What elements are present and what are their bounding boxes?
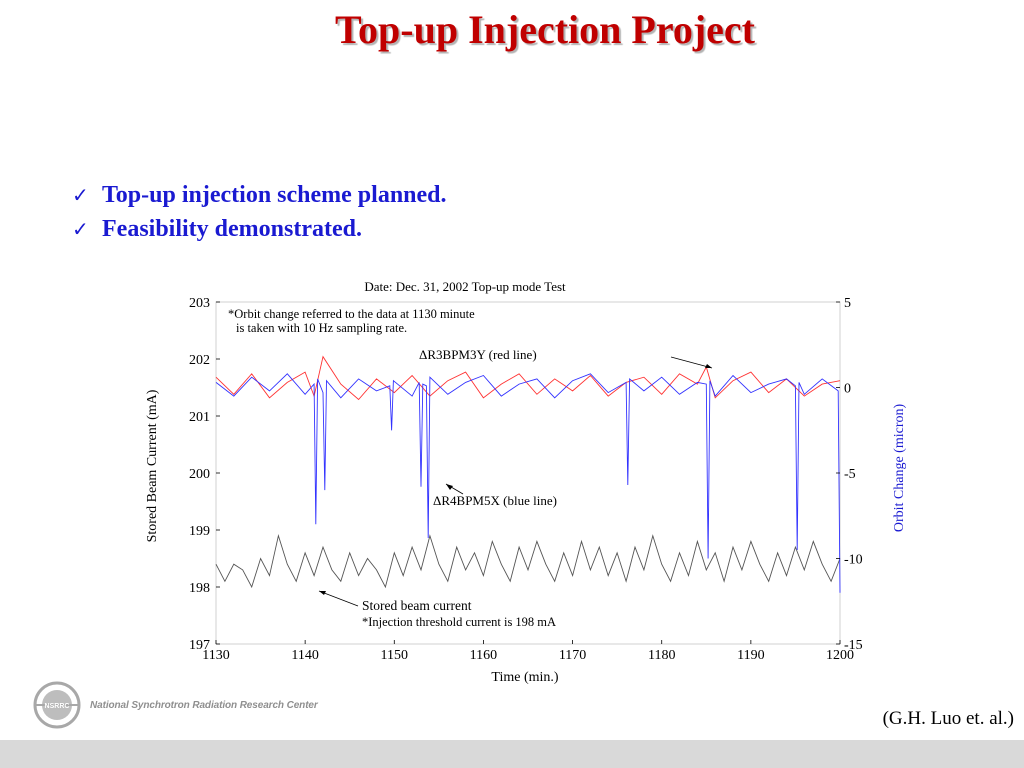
bullet-item: ✓ Top-up injection scheme planned.: [72, 178, 447, 212]
bottom-bar: [0, 740, 1024, 768]
nsrrc-badge-icon: NSRRC: [33, 681, 81, 729]
y-tick-label-left: 202: [189, 353, 210, 368]
series-line-1: [215, 355, 841, 401]
annotation-blue-label: ΔR4BPM5X (blue line): [433, 493, 557, 508]
y-tick-label-left: 198: [189, 581, 210, 596]
left-axis-ticks: 197 198 199 200 201 202 203: [189, 296, 220, 653]
annotation-note-line1: *Orbit change referred to the data at 11…: [228, 307, 475, 321]
current-label-arrow: [318, 590, 359, 607]
x-axis-label: Time (min.): [491, 670, 558, 685]
checkmark-icon: ✓: [72, 183, 89, 207]
right-axis-ticks: 5 0 -5 -10 -15: [836, 296, 863, 653]
blue-label-arrowhead: [446, 484, 453, 490]
bullet-list: ✓ Top-up injection scheme planned. ✓ Fea…: [72, 178, 447, 246]
red-label-arrowhead: [705, 364, 712, 368]
nsrrc-badge-text: NSRRC: [45, 703, 70, 710]
x-tick-label: 1150: [381, 648, 408, 663]
y-tick-label-right: 0: [844, 382, 851, 397]
nsrrc-logo: NSRRC National Synchrotron Radiation Res…: [32, 680, 318, 730]
bullet-text: Top-up injection scheme planned.: [102, 181, 447, 208]
x-tick-label: 1160: [470, 648, 497, 663]
y-tick-label-left: 199: [189, 524, 210, 539]
y-tick-label-right: 5: [844, 296, 851, 311]
y-tick-label-left: 203: [189, 296, 210, 311]
x-tick-label: 1180: [648, 648, 675, 663]
current-label-arrowhead: [319, 591, 326, 595]
bullet-text: Feasibility demonstrated.: [102, 215, 362, 242]
credit-text: (G.H. Luo et. al.): [882, 708, 1014, 729]
y-tick-label-right: -15: [844, 638, 863, 653]
series-line-0: [215, 533, 841, 589]
x-axis-ticks: 1130 1140 1150 1160 1170 1180 1190 1200: [202, 640, 854, 663]
x-tick-label: 1200: [826, 648, 854, 663]
red-label-arrow: [670, 356, 713, 369]
series-line-2: [215, 373, 841, 593]
x-tick-label: 1130: [202, 648, 229, 663]
x-tick-label: 1140: [291, 648, 318, 663]
y-tick-label-right: -5: [844, 467, 856, 482]
x-tick-label: 1190: [737, 648, 764, 663]
chart-title: Date: Dec. 31, 2002 Top-up mode Test: [364, 279, 566, 294]
plot-area: [215, 301, 841, 645]
nsrrc-logo-name: National Synchrotron Radiation Research …: [90, 699, 318, 711]
y-tick-label-left: 197: [189, 638, 210, 653]
annotation-note-line2: is taken with 10 Hz sampling rate.: [236, 321, 407, 335]
annotation-current-label: Stored beam current: [362, 598, 472, 613]
slide-title: Top-up Injection Project: [335, 7, 755, 52]
x-tick-label: 1170: [559, 648, 586, 663]
bullet-item: ✓ Feasibility demonstrated.: [72, 212, 447, 246]
y-tick-label-right: -10: [844, 553, 863, 568]
y-axis-label-left: Stored Beam Current (mA): [145, 389, 160, 542]
series-layer: [215, 355, 841, 593]
y-tick-label-left: 201: [189, 410, 210, 425]
y-axis-label-right: Orbit Change (micron): [892, 404, 907, 533]
y-tick-label-left: 200: [189, 467, 210, 482]
checkmark-icon: ✓: [72, 217, 89, 241]
annotation-threshold-label: *Injection threshold current is 198 mA: [362, 615, 556, 629]
annotation-red-label: ΔR3BPM3Y (red line): [419, 347, 537, 362]
